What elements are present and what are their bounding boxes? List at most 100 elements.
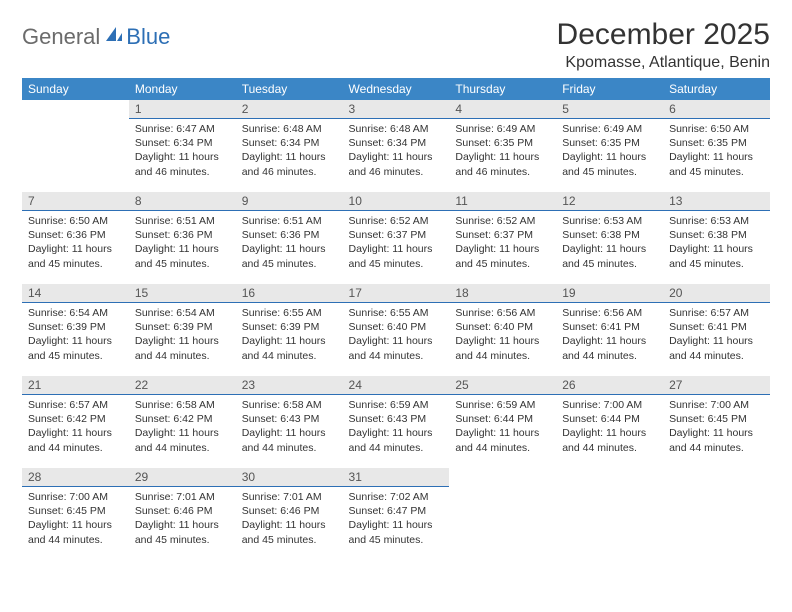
daylight-line1: Daylight: 11 hours [669,334,764,348]
sail-icon [104,25,124,50]
calendar-cell: 25Sunrise: 6:59 AMSunset: 6:44 PMDayligh… [449,376,556,468]
calendar-cell: 3Sunrise: 6:48 AMSunset: 6:34 PMDaylight… [343,100,450,192]
sunrise-text: Sunrise: 6:54 AM [28,306,123,320]
calendar-cell: 20Sunrise: 6:57 AMSunset: 6:41 PMDayligh… [663,284,770,376]
daylight-line1: Daylight: 11 hours [349,334,444,348]
day-details: Sunrise: 6:50 AMSunset: 6:35 PMDaylight:… [663,119,770,185]
calendar-cell [22,100,129,192]
day-number: 2 [236,100,343,119]
sunset-text: Sunset: 6:36 PM [135,228,230,242]
sunset-text: Sunset: 6:35 PM [562,136,657,150]
daylight-line2: and 44 minutes. [349,349,444,363]
day-number: 5 [556,100,663,119]
day-number: 1 [129,100,236,119]
sunset-text: Sunset: 6:40 PM [349,320,444,334]
daylight-line2: and 46 minutes. [349,165,444,179]
sunrise-text: Sunrise: 6:55 AM [242,306,337,320]
sunrise-text: Sunrise: 6:51 AM [135,214,230,228]
sunrise-text: Sunrise: 6:54 AM [135,306,230,320]
day-number: 3 [343,100,450,119]
calendar-cell: 8Sunrise: 6:51 AMSunset: 6:36 PMDaylight… [129,192,236,284]
daylight-line2: and 45 minutes. [349,533,444,547]
sunrise-text: Sunrise: 6:50 AM [28,214,123,228]
day-details: Sunrise: 6:56 AMSunset: 6:40 PMDaylight:… [449,303,556,369]
calendar-cell: 19Sunrise: 6:56 AMSunset: 6:41 PMDayligh… [556,284,663,376]
daylight-line1: Daylight: 11 hours [242,518,337,532]
sunset-text: Sunset: 6:40 PM [455,320,550,334]
day-details: Sunrise: 7:00 AMSunset: 6:45 PMDaylight:… [22,487,129,553]
day-details: Sunrise: 6:53 AMSunset: 6:38 PMDaylight:… [663,211,770,277]
daylight-line2: and 45 minutes. [28,257,123,271]
daylight-line1: Daylight: 11 hours [455,150,550,164]
day-number: 21 [22,376,129,395]
daylight-line2: and 44 minutes. [669,441,764,455]
daylight-line2: and 44 minutes. [28,533,123,547]
calendar-thead: SundayMondayTuesdayWednesdayThursdayFrid… [22,78,770,100]
sunrise-text: Sunrise: 6:50 AM [669,122,764,136]
weekday-header: Friday [556,78,663,100]
day-details: Sunrise: 6:54 AMSunset: 6:39 PMDaylight:… [22,303,129,369]
calendar-cell: 28Sunrise: 7:00 AMSunset: 6:45 PMDayligh… [22,468,129,560]
calendar-cell: 6Sunrise: 6:50 AMSunset: 6:35 PMDaylight… [663,100,770,192]
daylight-line1: Daylight: 11 hours [242,334,337,348]
calendar-cell [556,468,663,560]
calendar-cell: 30Sunrise: 7:01 AMSunset: 6:46 PMDayligh… [236,468,343,560]
day-details: Sunrise: 6:59 AMSunset: 6:44 PMDaylight:… [449,395,556,461]
calendar-cell: 17Sunrise: 6:55 AMSunset: 6:40 PMDayligh… [343,284,450,376]
logo-text-general: General [22,24,100,50]
day-details: Sunrise: 7:01 AMSunset: 6:46 PMDaylight:… [236,487,343,553]
calendar-cell: 5Sunrise: 6:49 AMSunset: 6:35 PMDaylight… [556,100,663,192]
daylight-line2: and 44 minutes. [455,441,550,455]
daylight-line1: Daylight: 11 hours [562,426,657,440]
sunset-text: Sunset: 6:46 PM [135,504,230,518]
day-number: 16 [236,284,343,303]
sunrise-text: Sunrise: 6:59 AM [455,398,550,412]
sunset-text: Sunset: 6:44 PM [455,412,550,426]
title-block: December 2025 Kpomasse, Atlantique, Beni… [557,18,770,72]
daylight-line2: and 44 minutes. [242,441,337,455]
daylight-line1: Daylight: 11 hours [349,242,444,256]
day-number: 9 [236,192,343,211]
sunset-text: Sunset: 6:36 PM [28,228,123,242]
calendar-cell: 24Sunrise: 6:59 AMSunset: 6:43 PMDayligh… [343,376,450,468]
calendar-week-row: 28Sunrise: 7:00 AMSunset: 6:45 PMDayligh… [22,468,770,560]
calendar-cell: 4Sunrise: 6:49 AMSunset: 6:35 PMDaylight… [449,100,556,192]
daylight-line2: and 45 minutes. [135,533,230,547]
day-number: 15 [129,284,236,303]
daylight-line1: Daylight: 11 hours [135,518,230,532]
day-details: Sunrise: 7:00 AMSunset: 6:45 PMDaylight:… [663,395,770,461]
calendar-cell: 15Sunrise: 6:54 AMSunset: 6:39 PMDayligh… [129,284,236,376]
daylight-line2: and 45 minutes. [455,257,550,271]
daylight-line2: and 45 minutes. [562,165,657,179]
weekday-header: Saturday [663,78,770,100]
calendar-cell: 27Sunrise: 7:00 AMSunset: 6:45 PMDayligh… [663,376,770,468]
daylight-line1: Daylight: 11 hours [135,242,230,256]
sunset-text: Sunset: 6:35 PM [669,136,764,150]
weekday-header: Thursday [449,78,556,100]
daylight-line2: and 44 minutes. [135,349,230,363]
sunrise-text: Sunrise: 6:47 AM [135,122,230,136]
daylight-line1: Daylight: 11 hours [669,150,764,164]
logo-text-blue: Blue [126,24,170,50]
day-number: 26 [556,376,663,395]
daylight-line2: and 45 minutes. [669,257,764,271]
day-details: Sunrise: 6:55 AMSunset: 6:40 PMDaylight:… [343,303,450,369]
sunrise-text: Sunrise: 6:48 AM [242,122,337,136]
sunrise-text: Sunrise: 6:58 AM [135,398,230,412]
weekday-header: Sunday [22,78,129,100]
day-number: 14 [22,284,129,303]
day-number: 7 [22,192,129,211]
calendar-cell: 11Sunrise: 6:52 AMSunset: 6:37 PMDayligh… [449,192,556,284]
sunrise-text: Sunrise: 6:53 AM [562,214,657,228]
day-details: Sunrise: 6:47 AMSunset: 6:34 PMDaylight:… [129,119,236,185]
logo: General Blue [22,18,170,50]
sunset-text: Sunset: 6:38 PM [669,228,764,242]
daylight-line1: Daylight: 11 hours [349,150,444,164]
sunrise-text: Sunrise: 7:01 AM [242,490,337,504]
sunset-text: Sunset: 6:36 PM [242,228,337,242]
calendar-cell: 16Sunrise: 6:55 AMSunset: 6:39 PMDayligh… [236,284,343,376]
page-header: General Blue December 2025 Kpomasse, Atl… [22,18,770,72]
weekday-header: Wednesday [343,78,450,100]
sunrise-text: Sunrise: 6:51 AM [242,214,337,228]
calendar-cell: 13Sunrise: 6:53 AMSunset: 6:38 PMDayligh… [663,192,770,284]
